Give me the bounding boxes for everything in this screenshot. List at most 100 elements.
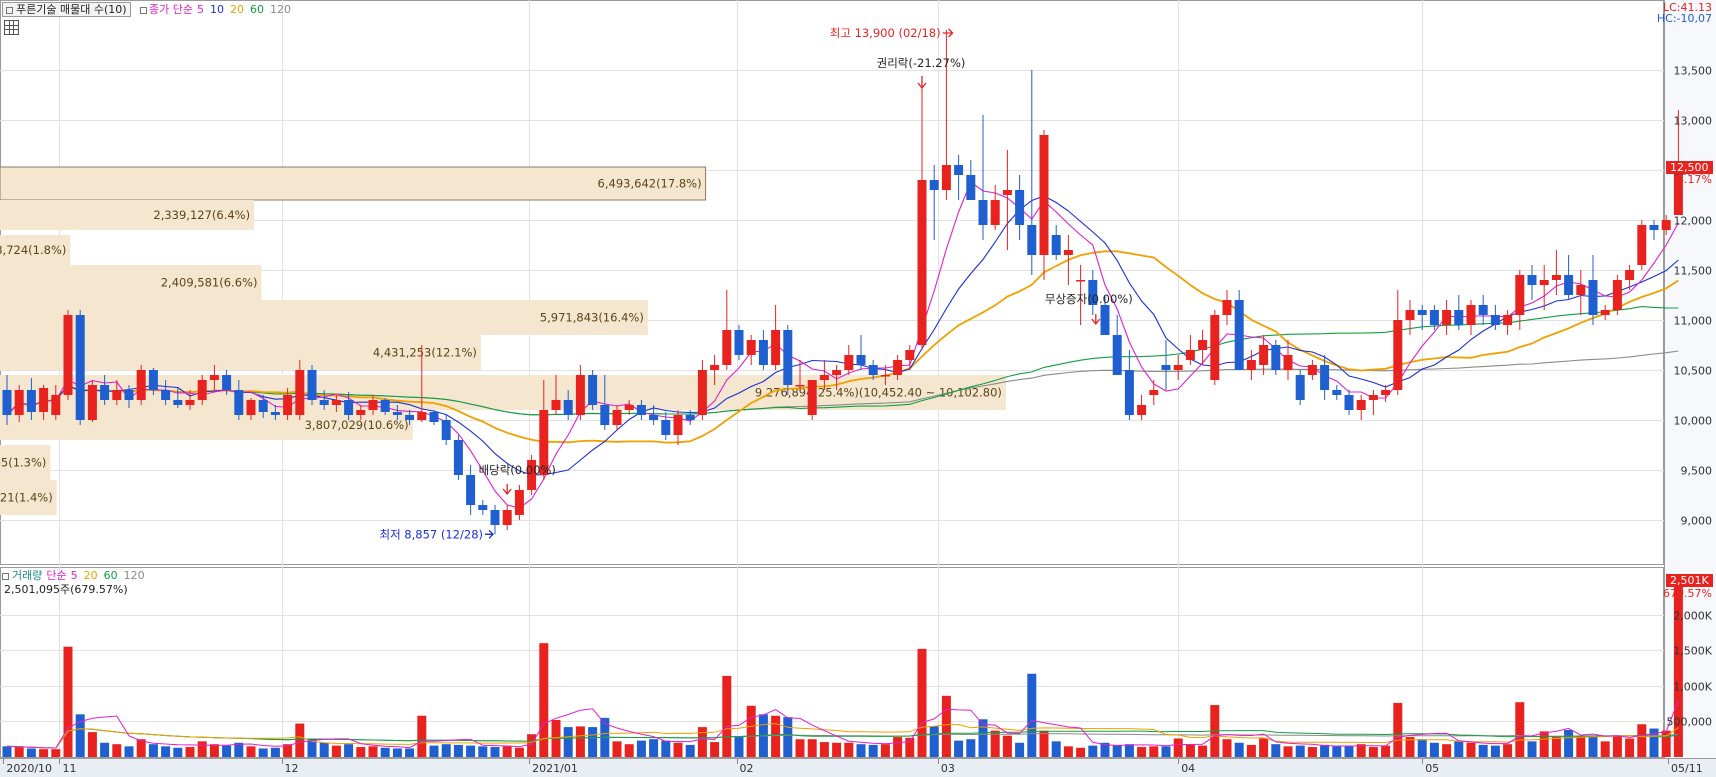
candle-body[interactable] — [380, 400, 390, 412]
volume-bar[interactable] — [783, 717, 793, 757]
volume-bar[interactable] — [1478, 744, 1488, 757]
candle-body[interactable] — [1429, 310, 1439, 325]
volume-bar[interactable] — [1368, 747, 1378, 757]
volume-bar[interactable] — [1527, 741, 1537, 757]
candle-body[interactable] — [63, 315, 73, 395]
volume-bar[interactable] — [1137, 747, 1147, 757]
candle-body[interactable] — [636, 405, 646, 415]
volume-bar[interactable] — [527, 734, 537, 757]
volume-bar[interactable] — [1015, 742, 1025, 757]
volume-bar[interactable] — [1161, 746, 1171, 757]
volume-bar[interactable] — [1429, 742, 1439, 757]
candle-body[interactable] — [722, 330, 732, 365]
candle-body[interactable] — [1442, 310, 1452, 325]
candle-body[interactable] — [1673, 170, 1683, 215]
candle-body[interactable] — [319, 400, 329, 405]
candle-body[interactable] — [1015, 190, 1025, 225]
candle-body[interactable] — [624, 405, 634, 410]
volume-bar[interactable] — [319, 742, 329, 757]
volume-bar[interactable] — [868, 744, 878, 757]
volume-bar[interactable] — [1100, 742, 1110, 757]
volume-bar[interactable] — [1173, 738, 1183, 758]
volume-bar[interactable] — [380, 747, 390, 757]
candle-body[interactable] — [1234, 300, 1244, 370]
candle-body[interactable] — [1551, 275, 1561, 280]
volume-bar[interactable] — [746, 705, 756, 757]
candle-body[interactable] — [600, 405, 610, 425]
volume-bar[interactable] — [1661, 730, 1671, 757]
volume-bar[interactable] — [832, 742, 842, 757]
candle-body[interactable] — [1649, 225, 1659, 230]
candle-body[interactable] — [563, 400, 573, 415]
candle-body[interactable] — [100, 385, 110, 400]
candle-body[interactable] — [1539, 280, 1549, 285]
volume-bar[interactable] — [75, 714, 85, 757]
volume-bar[interactable] — [417, 715, 427, 757]
volume-bar[interactable] — [1027, 673, 1037, 757]
candle-body[interactable] — [344, 400, 354, 415]
candle-body[interactable] — [1051, 235, 1061, 255]
volume-bar[interactable] — [917, 648, 927, 757]
table-view-icon[interactable] — [4, 20, 19, 35]
volume-bar[interactable] — [1124, 744, 1134, 757]
volume-bar[interactable] — [588, 727, 598, 757]
candle-body[interactable] — [1149, 390, 1159, 395]
volume-bar[interactable] — [1539, 731, 1549, 757]
volume-bar[interactable] — [1588, 736, 1598, 757]
candle-body[interactable] — [758, 340, 768, 365]
candle-body[interactable] — [87, 385, 97, 420]
volume-bar[interactable] — [990, 730, 1000, 757]
volume-bar[interactable] — [112, 744, 122, 757]
candle-body[interactable] — [392, 412, 402, 415]
volume-bar[interactable] — [124, 746, 134, 757]
volume-bar[interactable] — [2, 746, 12, 757]
volume-bar[interactable] — [685, 744, 695, 757]
candle-body[interactable] — [295, 370, 305, 415]
volume-bar[interactable] — [258, 748, 268, 757]
candle-body[interactable] — [1332, 390, 1342, 395]
volume-bar[interactable] — [1344, 746, 1354, 757]
volume-bar[interactable] — [575, 726, 585, 757]
volume-bar[interactable] — [1259, 738, 1269, 758]
candle-body[interactable] — [307, 370, 317, 400]
volume-bar[interactable] — [209, 744, 219, 757]
volume-bar[interactable] — [466, 745, 476, 757]
volume-bar[interactable] — [1564, 729, 1574, 757]
volume-bar[interactable] — [1466, 742, 1476, 757]
candle-body[interactable] — [148, 370, 158, 390]
volume-bar[interactable] — [1198, 745, 1208, 757]
candle-body[interactable] — [929, 180, 939, 190]
candle-body[interactable] — [832, 370, 842, 375]
candle-body[interactable] — [1076, 280, 1086, 282]
volume-bar[interactable] — [1051, 741, 1061, 757]
volume-bar[interactable] — [356, 747, 366, 757]
candle-body[interactable] — [746, 340, 756, 355]
candle-body[interactable] — [1027, 225, 1037, 255]
volume-bar[interactable] — [368, 746, 378, 757]
candle-body[interactable] — [588, 375, 598, 405]
candle-body[interactable] — [990, 200, 1000, 225]
candle-body[interactable] — [844, 355, 854, 370]
candle-body[interactable] — [917, 180, 927, 345]
candle-body[interactable] — [1368, 395, 1378, 400]
volume-bar[interactable] — [722, 675, 732, 757]
candle-body[interactable] — [1185, 350, 1195, 360]
volume-bar[interactable] — [1222, 739, 1232, 757]
candle-body[interactable] — [283, 395, 293, 415]
volume-bar[interactable] — [331, 745, 341, 757]
volume-bar[interactable] — [405, 748, 415, 757]
volume-bar[interactable] — [173, 747, 183, 757]
volume-bar[interactable] — [161, 746, 171, 757]
candle-body[interactable] — [673, 415, 683, 435]
candle-body[interactable] — [1515, 275, 1525, 315]
candle-body[interactable] — [978, 200, 988, 225]
volume-bar[interactable] — [929, 726, 939, 757]
candle-body[interactable] — [161, 390, 171, 400]
volume-bar[interactable] — [661, 740, 671, 757]
volume-bar[interactable] — [490, 747, 500, 757]
volume-bar[interactable] — [1320, 744, 1330, 757]
candle-body[interactable] — [453, 440, 463, 475]
candle-body[interactable] — [905, 350, 915, 360]
volume-bar[interactable] — [283, 744, 293, 757]
volume-bar[interactable] — [880, 744, 890, 757]
